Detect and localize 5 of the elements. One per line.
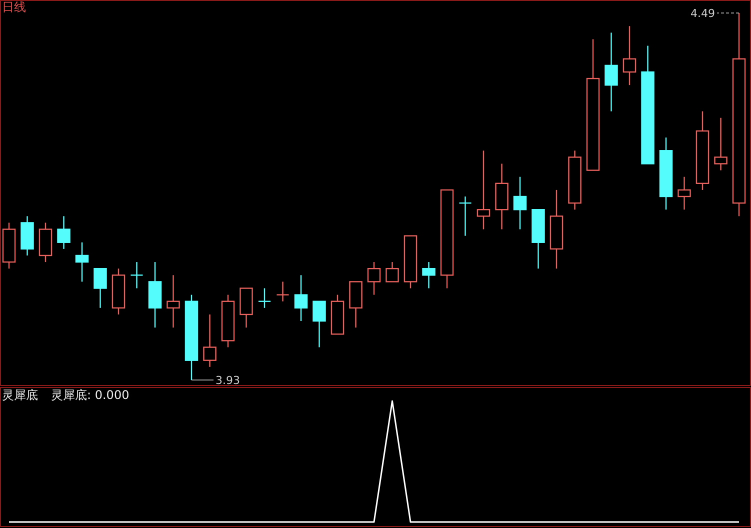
chart-title: 日线	[2, 0, 26, 14]
annotation: 4.49	[690, 7, 715, 20]
annotation: 灵犀底: 0.000	[51, 388, 130, 402]
chart-title: 灵犀底	[2, 388, 38, 402]
annotation: 3.93	[216, 374, 240, 387]
